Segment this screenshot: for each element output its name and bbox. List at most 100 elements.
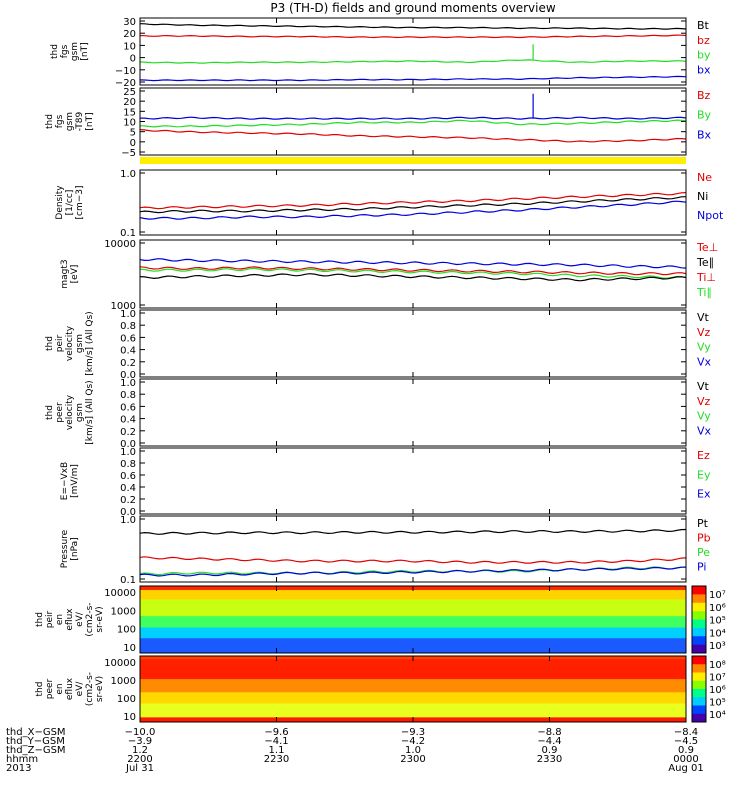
y-axis-label: velocity [65, 394, 75, 430]
spectrogram-band [140, 659, 686, 680]
colorbar-segment [692, 697, 706, 706]
series-line [139, 528, 687, 535]
spectrogram-band [140, 590, 686, 600]
y-axis-label: eV/ [75, 681, 85, 697]
y-tick-label: 5 [130, 128, 136, 139]
y-tick-label: 20 [123, 29, 136, 40]
x-axis-value: 2300 [400, 754, 425, 765]
legend-entry: Ez [697, 449, 710, 462]
y-tick-label: 0.2 [120, 358, 136, 369]
colorbar-segment [692, 636, 706, 646]
colorbar-segment [692, 664, 706, 673]
y-tick-label: 1000 [111, 606, 136, 617]
colorbar-tick-label: 10⁸ [709, 660, 726, 671]
y-axis-label: eflux [65, 608, 75, 631]
legend-entry: Vz [697, 326, 711, 339]
colorbar-segment [692, 713, 706, 723]
series-line [139, 119, 687, 128]
y-tick-label: 0 [130, 138, 136, 149]
legend-entry: Vx [697, 424, 712, 437]
legend-entry: Vy [697, 410, 711, 423]
y-axis-label: [eV] [70, 265, 80, 284]
y-tick-label: 1.0 [120, 309, 136, 320]
series-line [139, 34, 687, 39]
series-line [139, 273, 687, 282]
series-line [139, 556, 687, 564]
y-axis-label: -T89 [75, 112, 85, 132]
y-axis-label: magt3 [60, 259, 70, 288]
spectrogram-band [140, 616, 686, 629]
y-axis-label: gsm [65, 112, 75, 131]
colorbar-tick-label: 10⁶ [709, 603, 726, 614]
panel-frame [139, 309, 687, 378]
x-axis-value: 0.9 [678, 745, 694, 756]
legend-entry: Npot [697, 209, 724, 222]
y-axis-label: fgs [60, 44, 70, 58]
y-tick-label: −5 [121, 148, 136, 159]
y-axis-label: sr-eV) [95, 606, 105, 632]
y-tick-label: 1.0 [120, 378, 136, 389]
legend-entry: Pt [697, 517, 709, 530]
x-axis-value: −4.1 [264, 736, 288, 747]
series-line [139, 23, 687, 30]
y-tick-label: 1.0 [120, 447, 136, 458]
y-axis-label: thd [45, 114, 55, 129]
series-line [139, 266, 687, 276]
y-tick-label: 30 [123, 17, 136, 28]
y-axis-label: peer [55, 402, 65, 423]
colorbar-segment [692, 705, 706, 715]
y-axis-label: thd [35, 682, 45, 697]
colorbar-tick-label: 10⁶ [709, 685, 726, 696]
colorbar-frame [691, 585, 707, 654]
y-tick-label: 1000 [111, 301, 136, 312]
colorbar-segment [692, 594, 706, 604]
y-axis-label: [nPa] [70, 537, 80, 560]
y-tick-label: 1000 [111, 676, 136, 687]
colorbar-segment [692, 619, 706, 629]
y-axis-label: [1/cc] [65, 190, 75, 216]
y-tick-label: 0.2 [120, 427, 136, 438]
colorbar-segment [692, 627, 706, 637]
y-tick-label: 10 [123, 118, 136, 129]
y-tick-label: 0.4 [120, 415, 136, 426]
x-axis-value: Aug 01 [668, 763, 703, 774]
x-axis-value: 2200 [127, 754, 152, 765]
legend-entry: Ti⊥ [696, 271, 716, 284]
colorbar-segment [692, 689, 706, 698]
x-axis-value: 2230 [264, 754, 289, 765]
series-line [139, 258, 687, 269]
legend-entry: Bt [697, 19, 710, 32]
colorbar-tick-label: 10⁴ [709, 628, 726, 639]
y-axis-label: gsm [75, 403, 85, 422]
legend-entry: Bz [697, 89, 711, 102]
legend-entry: Vt [697, 311, 710, 324]
colorbar-segment [692, 602, 706, 612]
legend-entry: Te∥ [696, 256, 714, 269]
x-axis-value: 1.2 [132, 745, 148, 756]
y-axis-label: (cm2-s- [85, 602, 95, 636]
series-line [139, 200, 687, 220]
y-tick-label: 10 [123, 712, 136, 723]
y-axis-label: thd [50, 44, 60, 59]
colorbar-tick-label: 10⁷ [709, 590, 726, 601]
legend-entry: Vz [697, 395, 711, 408]
colorbar-tick-label: 10⁴ [709, 710, 726, 721]
legend-entry: Ni [697, 190, 708, 203]
colorbar-segment [692, 680, 706, 690]
y-axis-label: (cm2-s- [85, 672, 95, 706]
legend-entry: By [697, 109, 712, 122]
spectrogram-band [140, 679, 686, 693]
y-axis-label: thd [35, 612, 45, 627]
legend-entry: Bx [697, 128, 712, 141]
colorbar-segment [692, 672, 706, 682]
y-tick-label: 0.4 [120, 346, 136, 357]
y-tick-label: 0 [130, 54, 136, 65]
status-bar [140, 157, 686, 164]
legend-entry: bz [697, 34, 710, 47]
legend-entry: Ne [697, 171, 712, 184]
series-line [139, 75, 687, 82]
colorbar-tick-label: 10³ [709, 641, 726, 652]
series-line [139, 59, 687, 64]
colorbar-tick-label: 10⁵ [709, 698, 726, 709]
